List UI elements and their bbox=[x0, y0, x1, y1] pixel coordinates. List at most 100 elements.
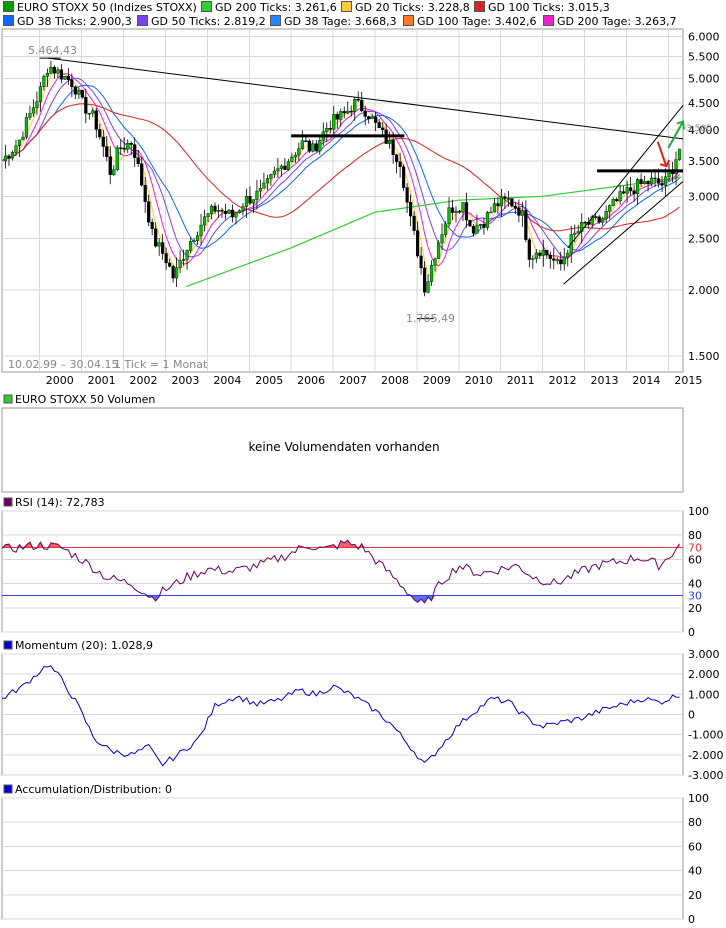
legend-item-gd100-ticks: GD 100 Ticks: 3.015,3 bbox=[474, 1, 610, 14]
price-candles bbox=[3, 60, 682, 297]
candle-body bbox=[360, 99, 364, 112]
legend-swatch bbox=[3, 1, 14, 12]
ad-legend-swatch bbox=[3, 784, 13, 794]
candle-body bbox=[3, 155, 8, 162]
price-y-axis: 6.0005.5005.0004.5004.0003.5003.0002.500… bbox=[688, 31, 720, 364]
y-tick-label: 4.000 bbox=[688, 124, 720, 137]
candle-body bbox=[440, 234, 444, 244]
candle-body bbox=[73, 86, 77, 95]
candle-body bbox=[14, 145, 18, 153]
candle-body bbox=[129, 143, 133, 145]
candle-body bbox=[450, 207, 455, 213]
candle-body bbox=[133, 144, 137, 158]
momentum-y-label: 0 bbox=[688, 709, 695, 722]
x-tick-label: 2004 bbox=[213, 374, 241, 387]
candle-body bbox=[580, 222, 584, 232]
rsi-y-label: 40 bbox=[688, 578, 702, 591]
momentum-y-label: -2.000 bbox=[688, 749, 723, 762]
rsi-overbought-fill bbox=[344, 540, 348, 548]
x-tick-label: 2008 bbox=[381, 374, 409, 387]
candle-body bbox=[262, 182, 266, 189]
candle-body bbox=[356, 99, 360, 101]
candle-body bbox=[513, 205, 517, 209]
rsi-y-label: 60 bbox=[688, 553, 702, 566]
candle-body bbox=[510, 198, 514, 207]
x-tick-label: 2011 bbox=[507, 374, 535, 387]
candle-body bbox=[517, 207, 521, 216]
candle-body bbox=[213, 205, 217, 212]
rsi-y-label: 80 bbox=[688, 529, 702, 542]
candle-body bbox=[56, 69, 60, 74]
candle-body bbox=[601, 218, 605, 223]
momentum-y-label: 2.000 bbox=[688, 668, 720, 681]
trend-annotations bbox=[39, 57, 685, 320]
legend-item-gd50-ticks: GD 50 Ticks: 2.819,2 bbox=[137, 15, 266, 28]
candle-body bbox=[534, 252, 538, 259]
candle-body bbox=[157, 242, 161, 247]
candle-body bbox=[527, 239, 531, 260]
ad-y-label: 40 bbox=[688, 865, 702, 878]
candle-body bbox=[119, 147, 123, 149]
momentum-y-label: 3.000 bbox=[688, 648, 720, 661]
candle-body bbox=[335, 114, 339, 120]
candle-body bbox=[332, 114, 336, 130]
candle-body bbox=[590, 216, 594, 225]
legend-item-gd38-tage: GD 38 Tage: 3.668,3 bbox=[270, 15, 397, 28]
candle-body bbox=[171, 266, 175, 279]
candle-body bbox=[531, 258, 535, 260]
candle-body bbox=[272, 170, 276, 175]
candle-body bbox=[45, 73, 49, 77]
candle-body bbox=[101, 136, 105, 147]
rsi-overbought-fill bbox=[333, 544, 338, 548]
price-panel bbox=[1, 28, 684, 373]
candle-body bbox=[402, 166, 406, 188]
ad-y-label: 60 bbox=[688, 840, 702, 853]
legend-item-gd38-ticks: GD 38 Ticks: 2.900,3 bbox=[3, 15, 132, 28]
ad-y-label: 20 bbox=[688, 889, 702, 902]
candle-body bbox=[304, 140, 308, 143]
candle-body bbox=[447, 207, 451, 225]
candle-body bbox=[353, 99, 357, 112]
candle-body bbox=[492, 203, 497, 213]
candle-body bbox=[573, 232, 577, 235]
momentum-y-label: -1.000 bbox=[688, 729, 723, 742]
candle-body bbox=[461, 202, 465, 213]
rsi-y-label: 100 bbox=[688, 505, 709, 518]
candle-body bbox=[21, 136, 25, 141]
candle-body bbox=[552, 258, 556, 261]
candle-body bbox=[59, 69, 63, 80]
x-tick-label: 2009 bbox=[423, 374, 451, 387]
rsi-oversold-fill bbox=[414, 595, 418, 603]
candle-body bbox=[520, 210, 524, 216]
candle-body bbox=[314, 143, 318, 152]
candle-body bbox=[241, 206, 245, 211]
legend-swatch bbox=[474, 1, 485, 12]
candle-body bbox=[150, 222, 154, 229]
arrow-down-red-head bbox=[659, 159, 671, 168]
candle-body bbox=[269, 174, 273, 179]
rsi-oversold-fill bbox=[421, 595, 425, 603]
candle-body bbox=[311, 143, 315, 152]
candle-body bbox=[164, 253, 168, 264]
candle-body bbox=[35, 101, 39, 108]
candle-body bbox=[24, 117, 29, 138]
candle-body bbox=[426, 281, 430, 293]
x-tick-label: 2005 bbox=[255, 374, 283, 387]
candle-body bbox=[108, 156, 112, 176]
candle-body bbox=[230, 209, 235, 218]
candle-body bbox=[122, 147, 126, 150]
rsi-line bbox=[1, 539, 680, 604]
rsi-overbought-fill bbox=[50, 542, 55, 548]
candle-body bbox=[80, 89, 84, 98]
momentum-y-label: -3.000 bbox=[688, 769, 723, 782]
candle-body bbox=[436, 242, 441, 259]
candle-body bbox=[663, 176, 668, 186]
candle-body bbox=[433, 258, 437, 266]
legend-swatch bbox=[270, 15, 281, 26]
candle-body bbox=[388, 140, 392, 144]
momentum-gridlines bbox=[2, 653, 683, 776]
ad-y-label: 0 bbox=[688, 913, 695, 926]
legend-item-gd20-ticks: GD 20 Ticks: 3.228,8 bbox=[341, 1, 470, 14]
ad-y-label: 80 bbox=[688, 816, 702, 829]
